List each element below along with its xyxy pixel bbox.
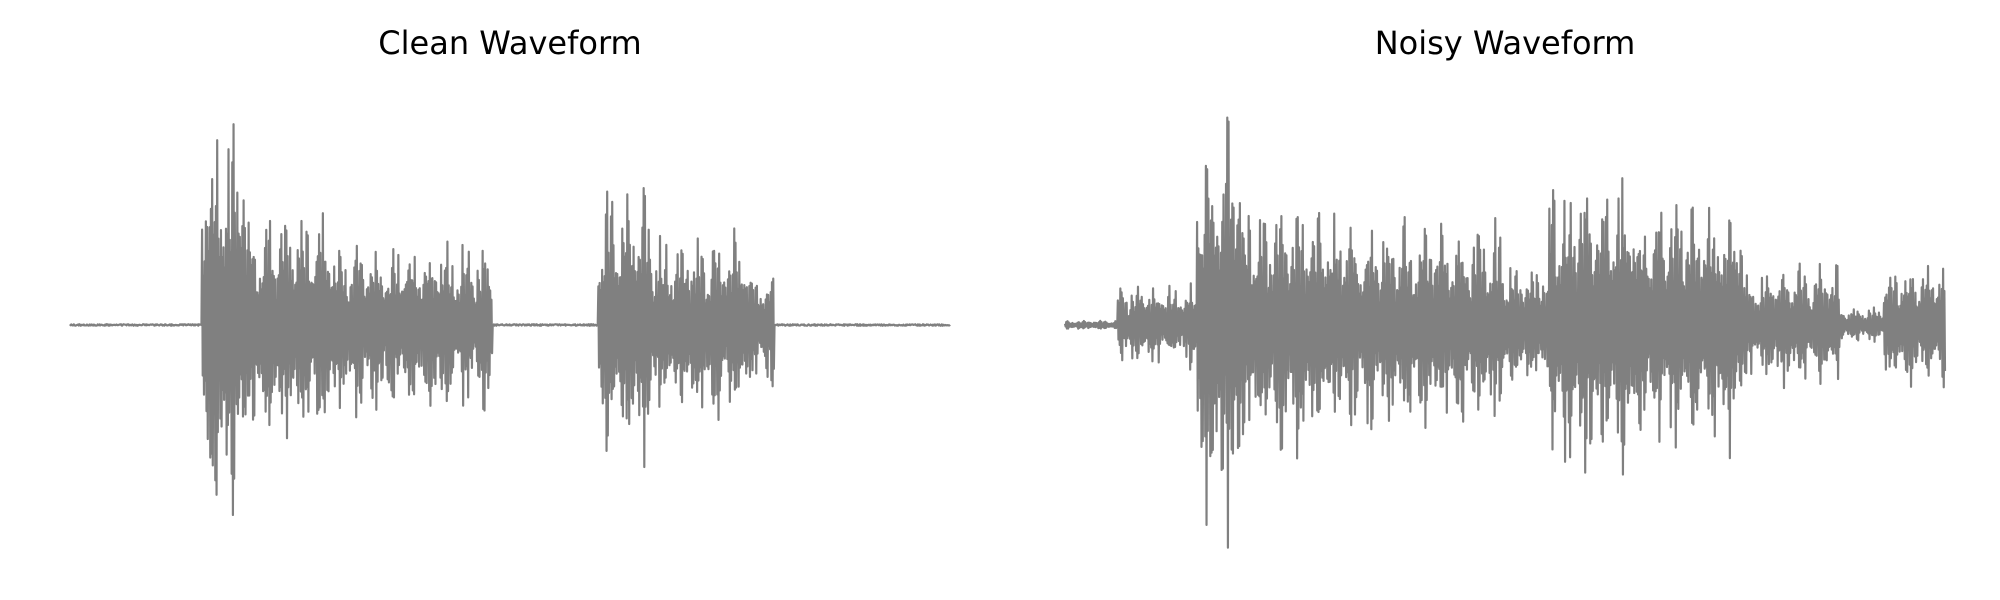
noisy-waveform-line bbox=[1065, 118, 1945, 548]
clean-waveform-line bbox=[70, 124, 950, 515]
noisy-waveform-panel: Noisy Waveform bbox=[1055, 0, 1955, 600]
clean-waveform-panel: Clean Waveform bbox=[60, 0, 960, 600]
noisy-waveform-plot bbox=[1055, 0, 1955, 600]
clean-waveform-plot bbox=[60, 0, 960, 600]
